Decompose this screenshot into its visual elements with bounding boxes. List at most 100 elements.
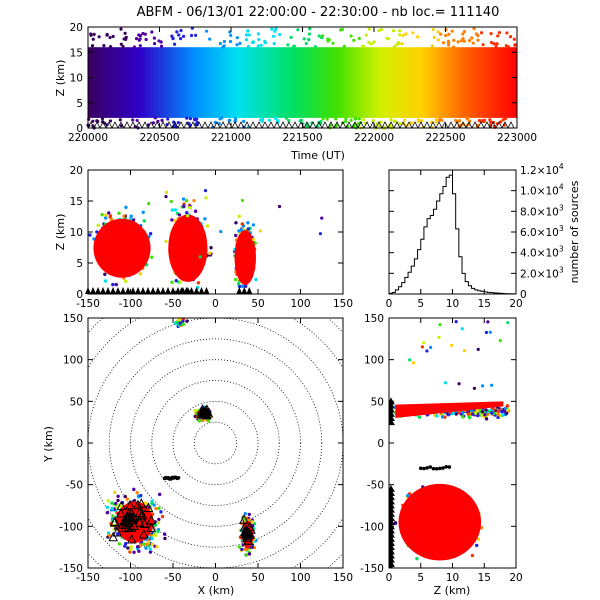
lightning-source-point bbox=[122, 214, 126, 218]
lightning-source-point bbox=[132, 487, 136, 492]
lightning-source-point bbox=[416, 35, 420, 39]
lightning-source-point bbox=[429, 345, 433, 350]
lightning-source-point bbox=[204, 196, 208, 200]
lightning-source-point bbox=[92, 32, 96, 36]
ground-flash-marker bbox=[422, 466, 426, 471]
lightning-source-point bbox=[353, 116, 357, 121]
lightning-source-point bbox=[472, 386, 477, 390]
lightning-source-point bbox=[272, 42, 276, 46]
dense-source-core bbox=[234, 230, 256, 285]
ground-flash-marker bbox=[108, 531, 119, 542]
ground-flash-marker bbox=[95, 287, 101, 294]
ground-flash-marker bbox=[110, 516, 120, 526]
lightning-source-point bbox=[108, 45, 113, 49]
lightning-source-point bbox=[504, 44, 508, 48]
lightning-source-point bbox=[105, 505, 110, 510]
y-tick-label: -150 bbox=[59, 563, 83, 575]
lightning-source-point bbox=[476, 34, 480, 38]
lightning-source-point bbox=[367, 27, 371, 31]
x-z-plot bbox=[85, 189, 324, 294]
dense-source-core bbox=[398, 483, 482, 561]
lightning-source-point bbox=[132, 550, 136, 555]
ground-flash-marker bbox=[135, 287, 141, 294]
lightning-source-point bbox=[197, 419, 202, 423]
dense-source-core bbox=[168, 214, 208, 282]
lightning-source-point bbox=[447, 41, 451, 45]
x-tick-label: 150 bbox=[333, 572, 353, 584]
lightning-source-point bbox=[506, 320, 510, 325]
lightning-source-point bbox=[125, 497, 129, 501]
lightning-source-point bbox=[159, 510, 163, 514]
lightning-source-point bbox=[480, 384, 485, 388]
lightning-source-point bbox=[400, 42, 404, 46]
lightning-source-point bbox=[185, 116, 189, 120]
lightning-source-point bbox=[235, 36, 239, 40]
ground-flash-marker bbox=[389, 484, 395, 492]
plan-view-plot bbox=[88, 318, 343, 568]
lightning-source-point bbox=[144, 501, 149, 506]
y-tick-label: 1.0×104 bbox=[520, 183, 564, 198]
lightning-source-point bbox=[234, 277, 238, 282]
lightning-source-point bbox=[129, 545, 133, 549]
lightning-source-point bbox=[367, 40, 371, 45]
lightning-source-point bbox=[148, 550, 153, 554]
lightning-source-point bbox=[286, 43, 290, 47]
lightning-source-point bbox=[116, 498, 120, 503]
lightning-source-point bbox=[396, 41, 400, 45]
lightning-source-point bbox=[218, 117, 222, 121]
lightning-source-point bbox=[244, 553, 248, 557]
lightning-source-point bbox=[100, 212, 104, 217]
lightning-source-point bbox=[361, 118, 366, 122]
ground-flash-marker bbox=[219, 121, 227, 129]
lightning-source-point bbox=[417, 415, 422, 419]
lightning-source-point bbox=[97, 35, 101, 39]
lightning-source-point bbox=[152, 503, 156, 507]
x-tick-label: 0 bbox=[386, 298, 393, 310]
lightning-source-point bbox=[434, 117, 438, 121]
y-tick-exponent: 4 bbox=[559, 183, 564, 192]
lightning-source-point bbox=[203, 217, 207, 221]
time-height-panel: 220000 220500 221000 221500 222000 222500 2230… bbox=[54, 22, 537, 162]
lightning-source-point bbox=[156, 520, 161, 525]
lightning-source-point bbox=[483, 413, 487, 417]
lightning-source-point bbox=[488, 118, 492, 122]
lightning-source-point bbox=[287, 119, 291, 123]
lightning-source-point bbox=[188, 117, 193, 121]
ground-flash-marker bbox=[201, 405, 211, 416]
lightning-source-point bbox=[476, 537, 480, 541]
y-tick-label: 50 bbox=[70, 396, 83, 408]
lightning-source-point bbox=[123, 494, 127, 499]
z-y-panel: 0 5 10 15 20 -150 -100 -50 0 50 100 150 Z (km) bbox=[360, 313, 523, 597]
lightning-source-point bbox=[164, 239, 168, 244]
y-tick-exponent: 3 bbox=[559, 245, 564, 254]
lightning-source-point bbox=[184, 199, 189, 203]
ground-flash-marker bbox=[444, 465, 448, 469]
ground-flash-marker bbox=[241, 287, 248, 294]
lightning-source-point bbox=[259, 43, 263, 47]
lightning-source-point bbox=[379, 27, 383, 32]
lightning-source-point bbox=[270, 27, 274, 31]
ground-flash-marker bbox=[133, 499, 143, 510]
ground-flash-marker bbox=[110, 287, 116, 294]
lightning-source-point bbox=[235, 43, 239, 47]
lightning-source-point bbox=[111, 514, 115, 518]
lightning-source-point bbox=[422, 341, 426, 345]
lightning-source-point bbox=[243, 547, 248, 552]
y-tick-label: 20 bbox=[70, 22, 83, 34]
lightning-source-point bbox=[325, 117, 329, 121]
lightning-source-point bbox=[193, 408, 197, 413]
lightning-source-point bbox=[484, 417, 489, 421]
lightning-source-point bbox=[163, 536, 167, 541]
x-tick-label: 15 bbox=[478, 298, 491, 310]
lightning-source-point bbox=[473, 411, 478, 416]
lightning-source-point bbox=[89, 32, 93, 36]
lightning-source-point bbox=[181, 34, 186, 38]
lightning-source-point bbox=[349, 34, 353, 38]
lightning-source-point bbox=[103, 279, 108, 283]
lightning-source-point bbox=[257, 37, 261, 42]
lightning-source-point bbox=[471, 41, 475, 45]
lightning-source-point bbox=[141, 31, 145, 36]
lightning-source-point bbox=[156, 529, 160, 534]
ground-flash-marker bbox=[279, 121, 287, 129]
plan-x-label: X (km) bbox=[198, 584, 235, 597]
